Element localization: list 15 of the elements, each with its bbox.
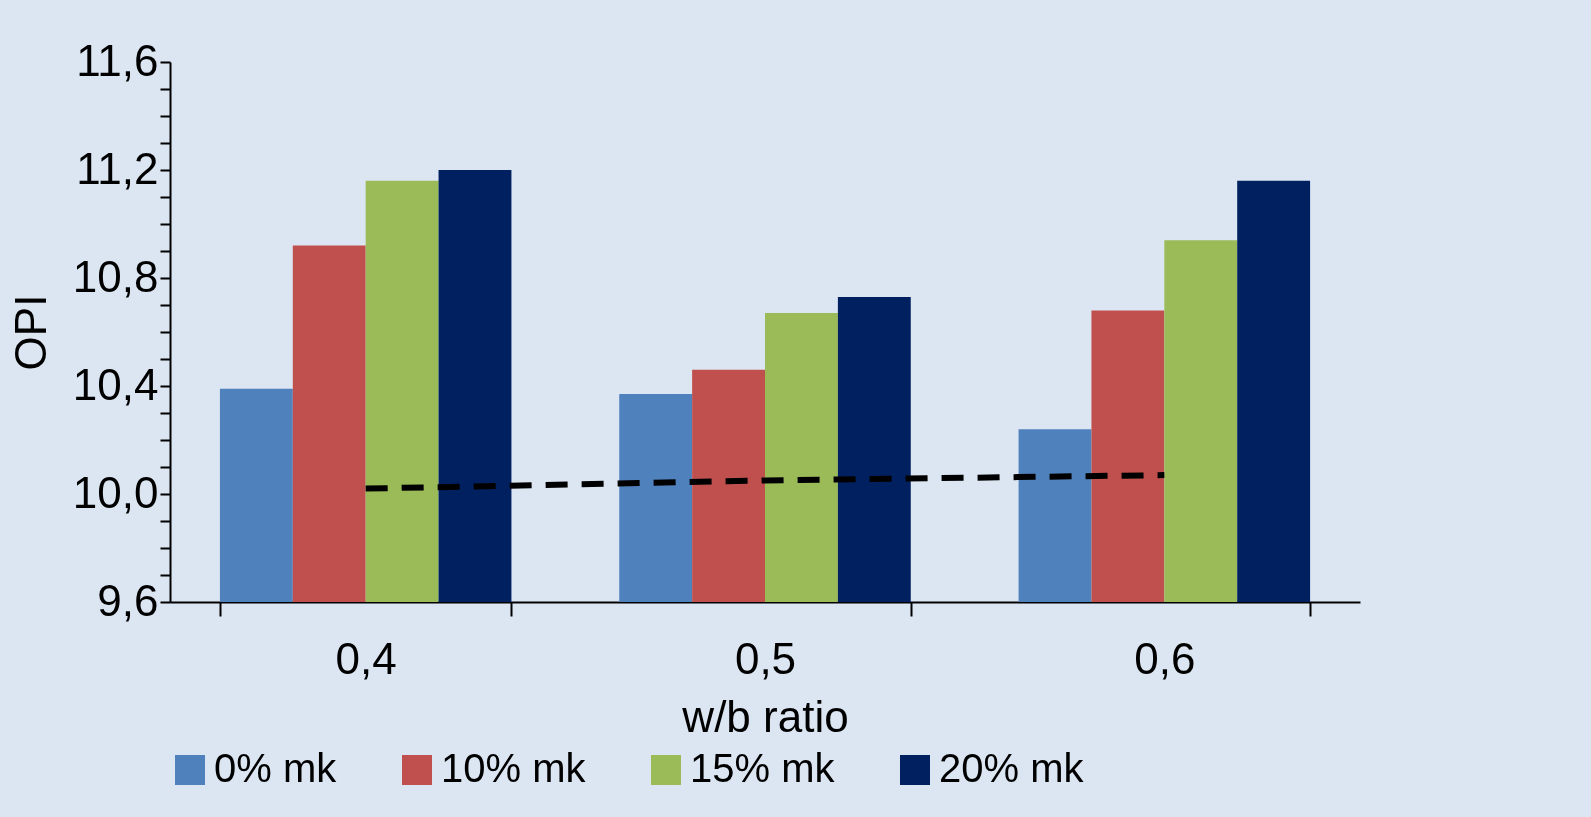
legend-label: 20% mk [939,746,1085,790]
y-tick-label: 10,0 [72,467,159,517]
legend-label: 10% mk [441,746,587,790]
x-tick-label: 0,6 [1134,633,1196,683]
y-tick-label: 11,2 [76,143,159,193]
y-axis-title: OPI [5,294,55,371]
y-tick-label: 10,8 [72,251,159,301]
y-tick-label: 10,4 [72,359,159,409]
x-axis-title: w/b ratio [681,691,849,741]
y-tick-label: 11,6 [76,35,159,85]
x-tick-label: 0,5 [734,633,797,683]
x-tick-label: 0,4 [335,633,397,683]
y-tick-label: 9,6 [97,575,159,625]
legend-label: 0% mk [214,746,338,790]
legend-label: 15% mk [690,746,836,790]
